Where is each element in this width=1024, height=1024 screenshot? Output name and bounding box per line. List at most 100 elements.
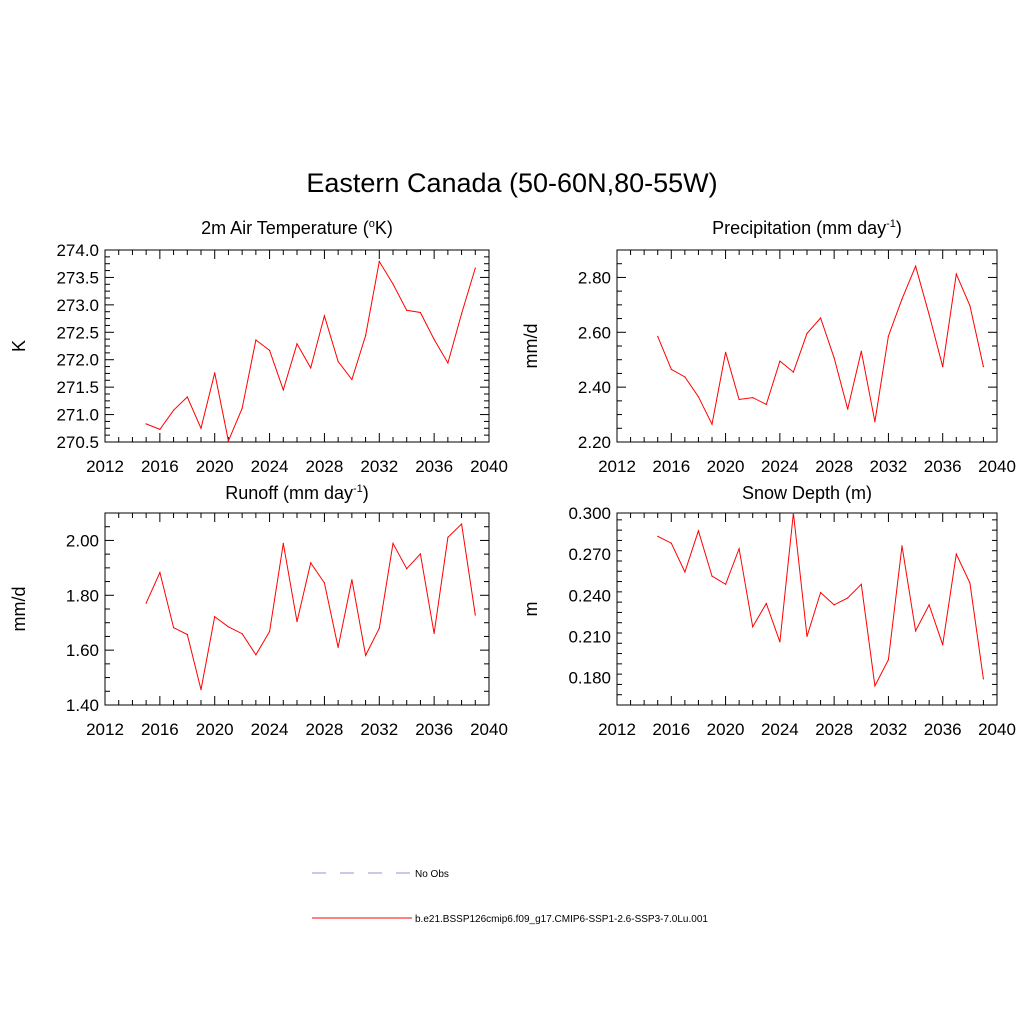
data-point bbox=[214, 372, 216, 374]
data-point bbox=[874, 685, 876, 687]
x-tick-label: 2028 bbox=[815, 457, 853, 476]
data-point bbox=[227, 440, 229, 442]
data-point bbox=[461, 523, 463, 525]
x-tick-label: 2040 bbox=[978, 457, 1016, 476]
panel-title-runoff: Runoff (mm day-1) bbox=[87, 483, 507, 504]
data-point bbox=[269, 630, 271, 633]
x-tick-label: 2024 bbox=[251, 720, 289, 739]
legend-label-no-obs: No Obs bbox=[415, 869, 449, 880]
data-point bbox=[419, 311, 421, 314]
x-tick-label: 2040 bbox=[470, 720, 508, 739]
data-point bbox=[173, 627, 175, 629]
data-point bbox=[474, 614, 476, 616]
panel-title-precipitation: Precipitation (mm day-1) bbox=[597, 218, 1017, 239]
x-tick-label: 2028 bbox=[306, 720, 344, 739]
x-tick-label: 2032 bbox=[870, 720, 908, 739]
data-point bbox=[738, 548, 740, 550]
panel-precipitation: 2012 2016 2020 2024 2028 2032 2036 2040 2.20 2.40… bbox=[521, 249, 1016, 476]
x-tick-label: 2016 bbox=[141, 720, 179, 739]
panel-title-end: ) bbox=[895, 218, 902, 238]
y-tick-label: 2.40 bbox=[578, 378, 611, 397]
data-point bbox=[657, 335, 659, 337]
panel-title-sup: -1 bbox=[886, 218, 896, 230]
panel-temperature: 2012 2016 2020 2024 2028 2032 2036 2040 270.5 271… bbox=[9, 241, 508, 476]
data-point bbox=[874, 421, 876, 423]
panel-snow-depth: 2012 2016 2020 2024 2028 2032 2036 2040 0.180 0.2… bbox=[521, 504, 1016, 739]
data-point bbox=[765, 602, 767, 605]
data-point bbox=[365, 654, 367, 657]
x-tick-label: 2020 bbox=[707, 720, 745, 739]
y-tick-label: 2.80 bbox=[578, 268, 611, 287]
data-point bbox=[887, 335, 890, 337]
data-point bbox=[670, 368, 672, 370]
data-point bbox=[820, 591, 822, 594]
y-tick-label: 2.20 bbox=[578, 433, 611, 452]
y-tick-label: 274.0 bbox=[56, 241, 99, 260]
y-tick-label: 1.40 bbox=[66, 696, 99, 715]
data-point bbox=[901, 545, 903, 547]
y-tick-label: 1.80 bbox=[66, 586, 99, 605]
data-point bbox=[461, 313, 463, 315]
y-axis-label: mm/d bbox=[521, 324, 541, 369]
data-point bbox=[406, 309, 408, 311]
data-point bbox=[725, 351, 727, 353]
data-point bbox=[792, 371, 795, 373]
y-tick-label: 272.5 bbox=[56, 323, 99, 342]
panel-title-main: Precipitation (mm day bbox=[712, 218, 887, 238]
x-tick-label: 2024 bbox=[761, 457, 799, 476]
plot-frame bbox=[616, 512, 998, 706]
panel-title-sup: o bbox=[368, 218, 375, 230]
data-point bbox=[378, 260, 380, 263]
data-point bbox=[711, 423, 713, 425]
x-tick-label: 2012 bbox=[598, 720, 636, 739]
data-point bbox=[186, 633, 188, 636]
panel-title-main: Snow Depth (m) bbox=[741, 483, 873, 503]
data-point bbox=[337, 360, 339, 362]
panel-title-snow-depth: Snow Depth (m) bbox=[597, 483, 1017, 504]
data-point bbox=[779, 641, 781, 643]
data-point bbox=[792, 512, 795, 514]
y-axis-label: m bbox=[521, 602, 541, 617]
data-point bbox=[145, 423, 147, 425]
y-tick-label: 271.0 bbox=[56, 406, 99, 425]
y-tick-label: 272.0 bbox=[56, 351, 99, 370]
series-line bbox=[145, 522, 476, 690]
data-point bbox=[928, 313, 930, 316]
x-tick-label: 2016 bbox=[652, 720, 690, 739]
y-tick-label: 0.270 bbox=[568, 545, 611, 564]
data-point bbox=[820, 317, 822, 319]
series-line bbox=[657, 512, 984, 688]
data-point bbox=[200, 689, 202, 691]
y-tick-label: 273.5 bbox=[56, 268, 99, 287]
data-point bbox=[942, 366, 944, 368]
data-point bbox=[833, 357, 835, 359]
y-tick-label: 0.240 bbox=[568, 586, 611, 605]
legend: No Obs b.e21.BSSP126cmip6.f09_g17.CMIP6-… bbox=[312, 869, 708, 925]
data-point bbox=[255, 654, 257, 656]
data-point bbox=[657, 535, 659, 537]
y-tick-label: 0.210 bbox=[568, 627, 611, 646]
data-point bbox=[833, 604, 835, 606]
data-point bbox=[186, 396, 188, 398]
data-point bbox=[955, 273, 957, 275]
y-axis-label: K bbox=[9, 340, 29, 352]
x-tick-label: 2020 bbox=[707, 457, 745, 476]
data-point bbox=[296, 343, 298, 345]
x-tick-label: 2020 bbox=[196, 720, 234, 739]
legend-label-model: b.e21.BSSP126cmip6.f09_g17.CMIP6-SSP1-2.… bbox=[415, 914, 708, 925]
plot-frame bbox=[104, 249, 490, 443]
x-tick-label: 2032 bbox=[870, 457, 908, 476]
data-point bbox=[282, 542, 284, 545]
data-point bbox=[337, 646, 339, 649]
data-point bbox=[269, 349, 271, 351]
data-point bbox=[241, 633, 243, 635]
data-point bbox=[447, 536, 449, 539]
data-point bbox=[752, 626, 754, 628]
data-point bbox=[159, 571, 161, 574]
y-tick-label: 0.300 bbox=[568, 504, 611, 523]
data-point bbox=[310, 367, 312, 369]
data-point bbox=[392, 542, 394, 545]
panel-title-end: K) bbox=[374, 218, 393, 238]
data-point bbox=[765, 403, 767, 405]
